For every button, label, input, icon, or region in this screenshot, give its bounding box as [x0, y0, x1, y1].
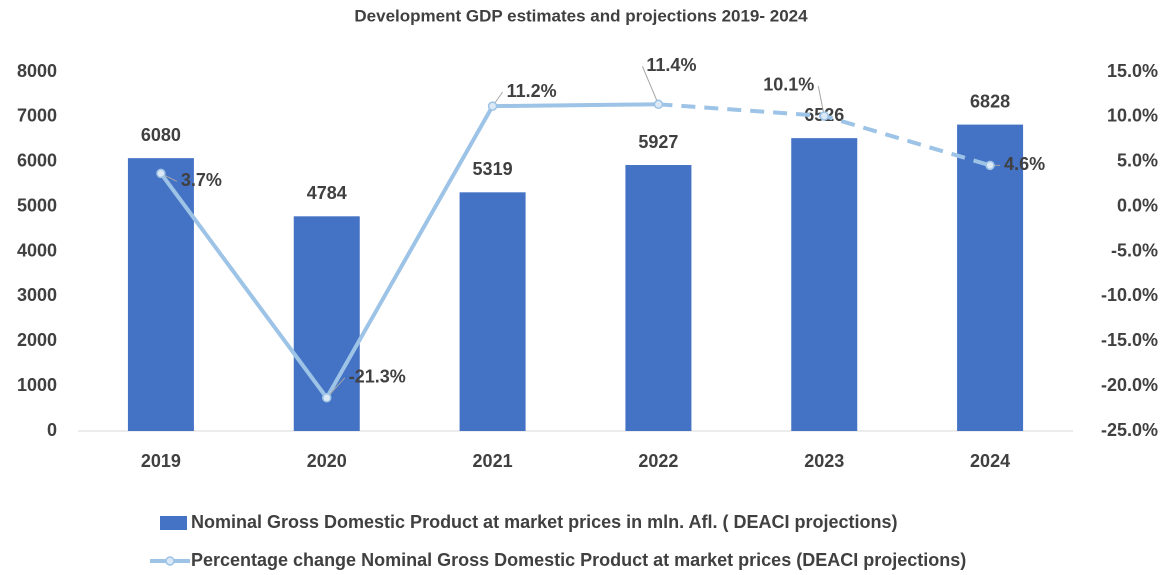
- legend-label: Nominal Gross Domestic Product at market…: [191, 512, 897, 532]
- y-tick-label: 7000: [17, 106, 57, 126]
- y2-tick-label: -10.0%: [1101, 285, 1158, 305]
- line-marker: [487, 101, 498, 111]
- bar-value-label: 4784: [307, 183, 347, 203]
- line-marker: [156, 168, 166, 179]
- line-value-label: -21.3%: [349, 367, 406, 387]
- y2-tick-label: -20.0%: [1101, 375, 1158, 395]
- y-tick-label: 5000: [17, 195, 57, 215]
- line: [159, 102, 659, 400]
- x-tick-label: 2021: [473, 451, 513, 471]
- line-value-label: 11.4%: [646, 55, 696, 75]
- line-value-label: 3.7%: [181, 170, 222, 190]
- line-marker: [653, 99, 664, 110]
- legend-label: Percentage change Nominal Gross Domestic…: [191, 550, 966, 570]
- line-value-label: 4.6%: [1004, 154, 1045, 174]
- line-marker: [322, 393, 332, 403]
- leader-line: [817, 85, 825, 117]
- y-tick-label: 8000: [17, 61, 57, 81]
- y-tick-label: 4000: [17, 240, 57, 260]
- bar-value-label: 6828: [970, 91, 1010, 111]
- y2-tick-label: -25.0%: [1101, 420, 1158, 440]
- y2-tick-label: 10.0%: [1107, 106, 1158, 126]
- legend-marker: [165, 556, 175, 566]
- bar: [625, 165, 692, 431]
- bar: [791, 138, 858, 431]
- y-tick-label: 6000: [17, 151, 57, 171]
- x-tick-label: 2024: [970, 451, 1010, 471]
- y2-tick-label: 15.0%: [1107, 61, 1158, 81]
- line-marker: [819, 111, 829, 121]
- line-marker: [985, 160, 995, 171]
- bar: [127, 158, 194, 431]
- bar-value-label: 5927: [638, 132, 678, 152]
- y2-tick-label: -5.0%: [1111, 240, 1158, 260]
- legend-swatch: [160, 516, 187, 530]
- y2-tick-label: 5.0%: [1117, 151, 1158, 171]
- y-tick-label: 1000: [17, 375, 57, 395]
- bar-value-label: 5319: [473, 159, 513, 179]
- y-tick-label: 0: [47, 420, 57, 440]
- line-value-label: 11.2%: [507, 81, 557, 101]
- x-tick-label: 2022: [638, 451, 678, 471]
- bar: [957, 124, 1024, 431]
- x-tick-label: 2023: [804, 451, 844, 471]
- y2-tick-label: 0.0%: [1117, 195, 1158, 215]
- bar-value-label: 6080: [141, 125, 181, 145]
- x-tick-label: 2020: [307, 451, 347, 471]
- chart-title: Development GDP estimates and projection…: [354, 6, 808, 25]
- y2-tick-label: -15.0%: [1101, 330, 1158, 350]
- bar: [459, 192, 526, 431]
- y-tick-label: 2000: [17, 330, 57, 350]
- leader-line: [641, 66, 659, 105]
- y-tick-label: 3000: [17, 285, 57, 305]
- line-value-label: 10.1%: [763, 75, 814, 95]
- x-tick-label: 2019: [141, 451, 181, 471]
